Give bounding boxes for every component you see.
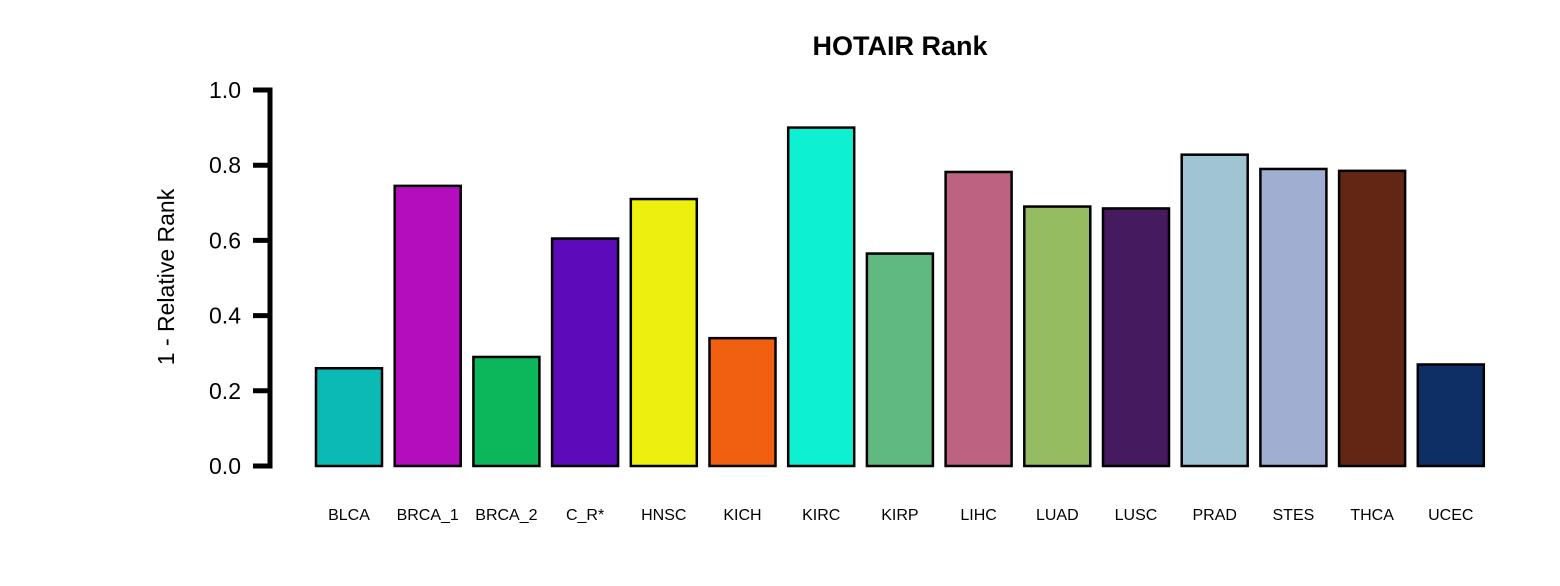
y-tick-label: 0.6: [209, 227, 241, 253]
y-tick-label: 0.0: [209, 453, 241, 479]
x-tick-label: KICH: [723, 507, 761, 524]
bar-luad: [1023, 205, 1092, 468]
x-tick-label: LIHC: [960, 507, 996, 524]
x-tick-label: LUAD: [1036, 507, 1079, 524]
y-tick-label: 0.4: [209, 303, 241, 329]
bar-brca-2: [472, 355, 541, 468]
x-tick-label: BLCA: [328, 507, 370, 524]
y-axis: 0.0 0.2 0.4 0.6 0.8 1.0: [209, 77, 273, 479]
x-tick-label: THCA: [1350, 507, 1394, 524]
x-tick-label: KIRP: [881, 507, 918, 524]
bar-kirp: [865, 252, 935, 468]
bar-prad: [1180, 153, 1249, 468]
x-tick-label: HNSC: [641, 507, 686, 524]
y-tick-label: 1.0: [209, 77, 241, 103]
x-tick-label: KIRC: [802, 507, 840, 524]
x-tick-labels: BLCA BRCA_1 BRCA_2 C_R* HNSC KICH KIRC KIRP LIHC…: [328, 507, 1473, 524]
bar-ucec: [1416, 363, 1486, 468]
bar-lihc: [944, 170, 1013, 468]
x-tick-label: UCEC: [1428, 507, 1473, 524]
bar-hnsc: [629, 197, 699, 468]
y-axis-label: 1 - Relative Rank: [153, 188, 179, 365]
chart-title: HOTAIR Rank: [812, 31, 988, 61]
bar-kich: [708, 336, 777, 468]
bars-group: [314, 126, 1486, 468]
x-tick-label: BRCA_1: [397, 507, 459, 524]
y-tick-label: 0.2: [209, 378, 241, 404]
bar-lusc: [1101, 207, 1171, 468]
bar-kirc: [786, 126, 856, 468]
y-tick-label: 0.8: [209, 152, 241, 178]
x-tick-label: BRCA_2: [475, 507, 537, 524]
bar-stes: [1259, 167, 1328, 468]
bar-brca-1: [393, 184, 462, 468]
x-tick-label: PRAD: [1192, 507, 1236, 524]
x-tick-label: LUSC: [1115, 507, 1158, 524]
x-tick-label: C_R*: [566, 507, 604, 524]
bar-blca: [314, 366, 384, 468]
bar-c-r: [550, 237, 620, 468]
bar-thca: [1337, 169, 1407, 468]
x-tick-label: STES: [1273, 507, 1315, 524]
